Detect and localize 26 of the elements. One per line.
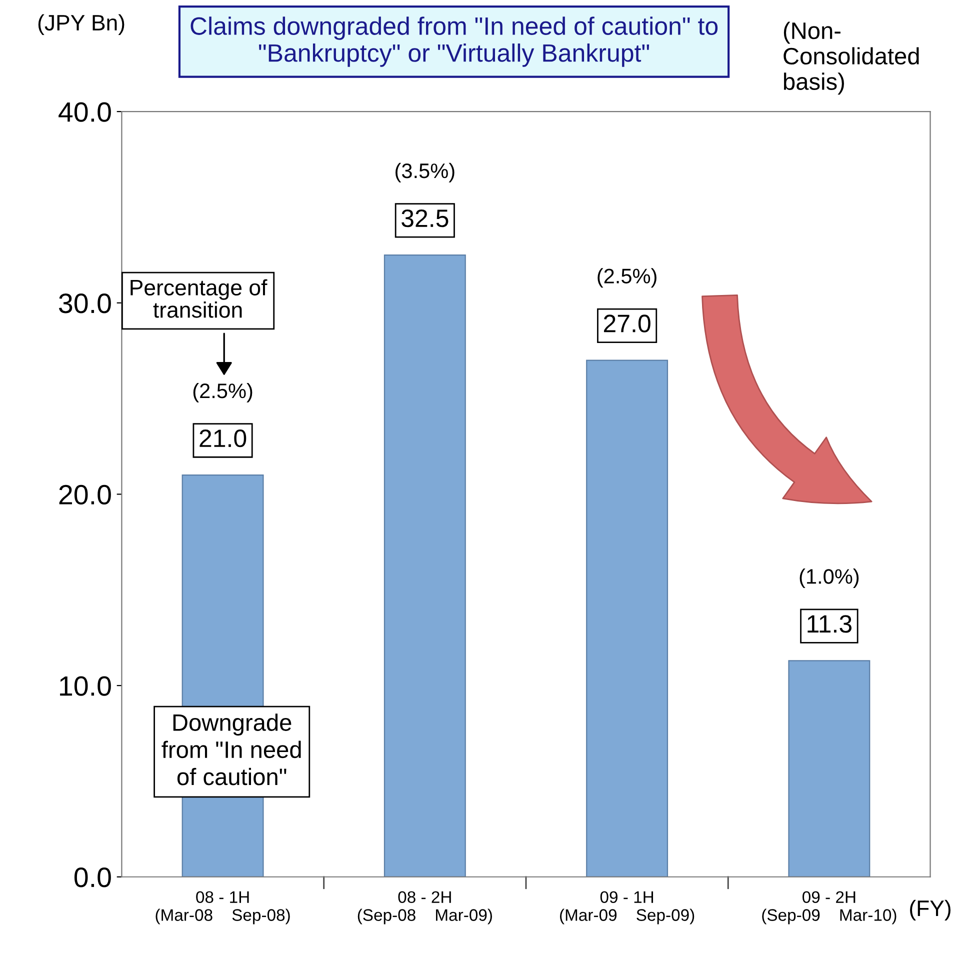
annotation: (1.0%) [800, 568, 859, 588]
x-tick-label: 08 - 1H (Mar-08 Sep-08) [156, 891, 290, 924]
annotation: (2.5%) [193, 382, 252, 402]
chart-title: Claims downgraded from "In need of caution" to "Bankruptcy" or "Virtually Bankrupt" [190, 16, 718, 67]
annotation: Percentage of transition [130, 279, 268, 318]
text: (Non- Consolidated basis) [784, 22, 919, 95]
y-tick-label: 0.0 [74, 868, 111, 888]
data-label: 32.5 [402, 209, 448, 228]
bar [586, 360, 668, 877]
y-tick-label: 30.0 [58, 294, 111, 314]
data-label: 11.3 [808, 615, 852, 633]
data-label: 21.0 [200, 429, 246, 448]
y-axis-title: (JPY Bn) [38, 14, 124, 36]
y-tick-label: 10.0 [60, 676, 111, 696]
y-tick-label: 20.0 [59, 484, 111, 505]
bar [384, 254, 466, 877]
data-label: 27.0 [604, 314, 650, 332]
x-tick-label: 09 - 2H (Sep-09 Mar-10) [762, 891, 896, 924]
x-axis-title: (FY) [910, 900, 950, 921]
bar [788, 660, 870, 877]
annotation: (2.5%) [598, 268, 656, 288]
y-tick-label: 40.0 [58, 102, 111, 122]
annotation: (3.5%) [396, 162, 454, 182]
x-tick-label: 08 - 2H (Sep-08 Mar-09) [358, 891, 492, 924]
x-tick-label: 09 - 1H (Mar-09 Sep-09) [560, 891, 694, 924]
annotation: Downgrade from "In need of caution" [162, 714, 301, 786]
